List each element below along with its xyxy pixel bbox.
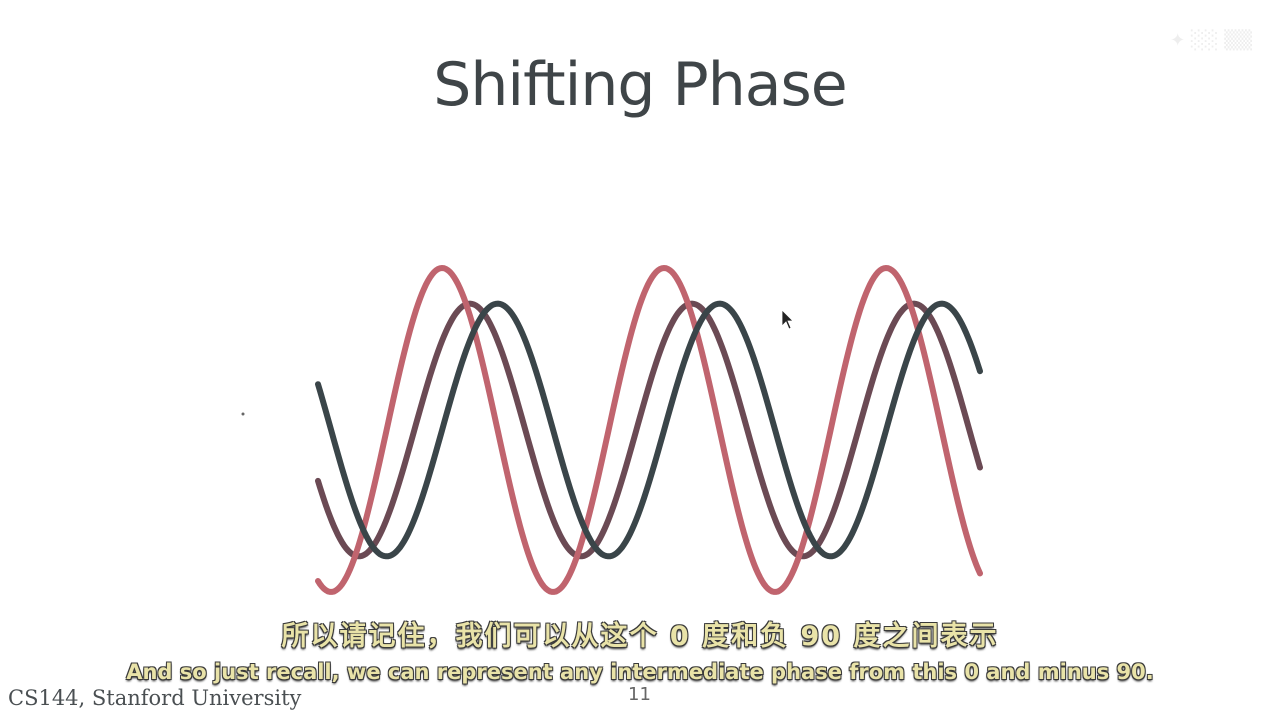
stray-dot [241, 412, 245, 416]
page-number: 11 [628, 684, 651, 705]
wave-intermediate-phase [315, 300, 983, 560]
mouse-cursor-icon [781, 309, 794, 330]
subtitle-english: And so just recall, we can represent any… [126, 660, 1154, 684]
subtitle-chinese: 所以请记住，我们可以从这个 0 度和负 90 度之间表示 [281, 621, 999, 652]
footer-course: CS144, Stanford University [8, 686, 302, 710]
slide-title: Shifting Phase [433, 50, 847, 120]
watermark: ✦ ░░ ▒▒ [1170, 30, 1252, 51]
wave-quadrature-phase [315, 300, 983, 560]
wave-reference-phase [315, 264, 983, 595]
